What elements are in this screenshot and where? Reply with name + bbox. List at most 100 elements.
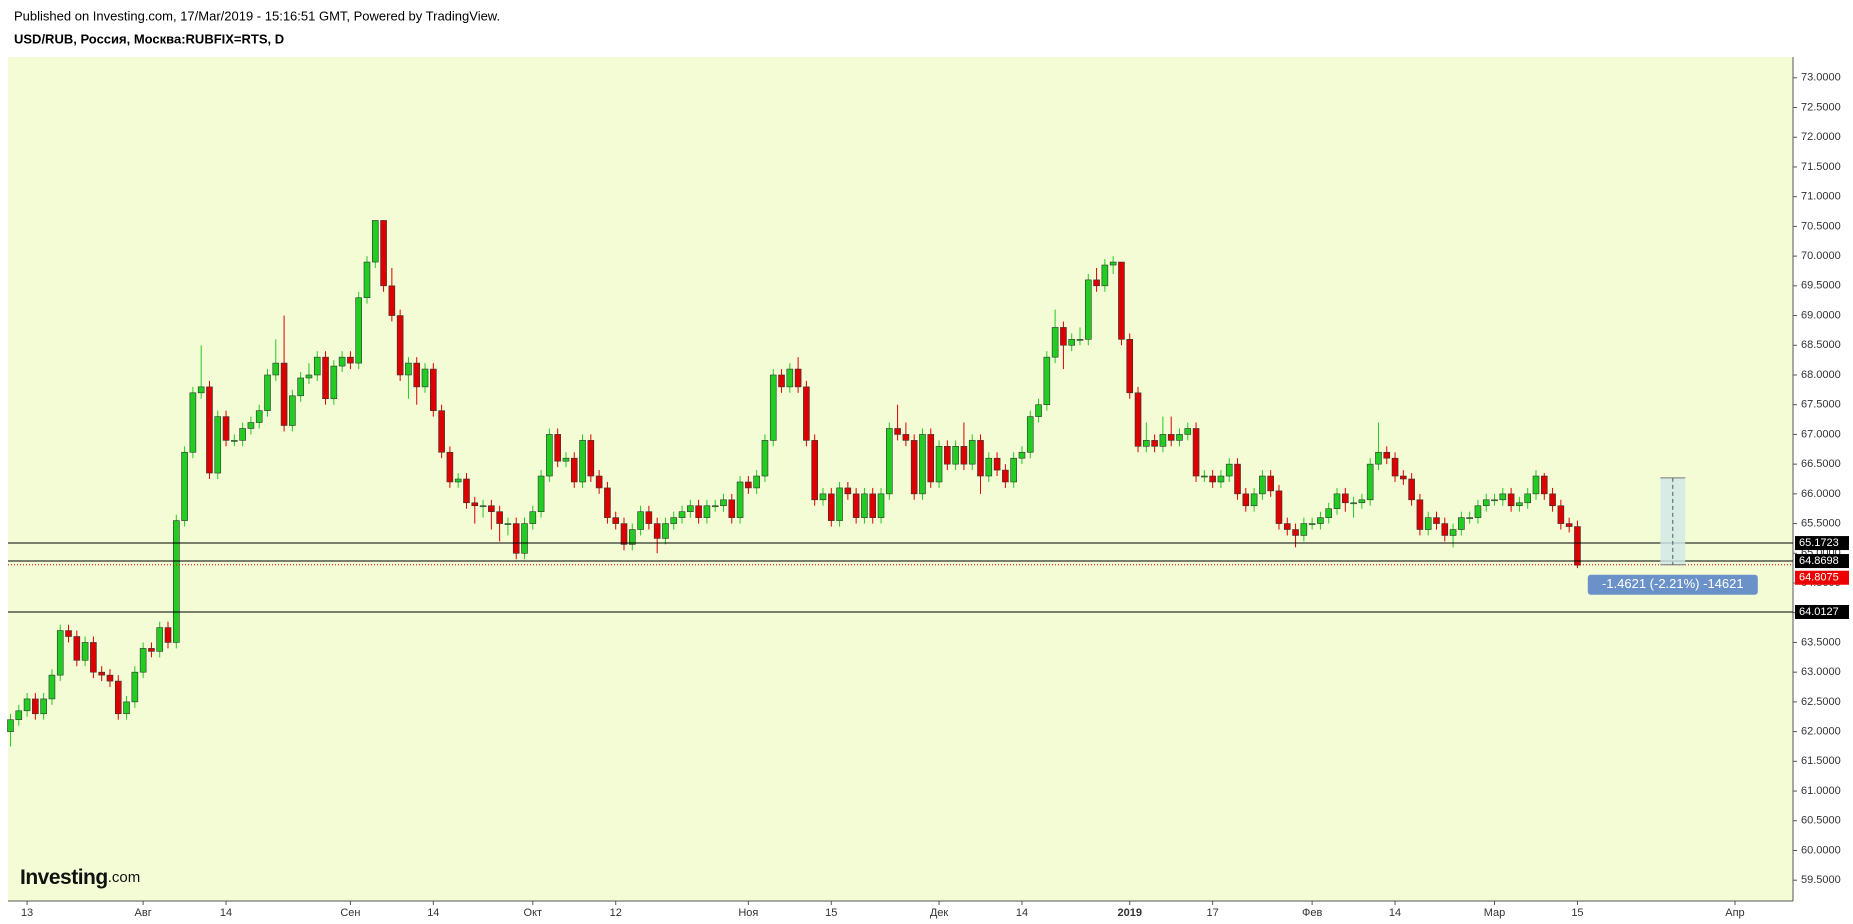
y-tick-label: 60.0000 — [1801, 844, 1841, 856]
candle-body — [977, 440, 984, 477]
candle-body — [1151, 440, 1158, 447]
candle-body — [413, 362, 421, 388]
x-tick-label: Сен — [340, 907, 360, 919]
candle-body — [1482, 499, 1490, 507]
y-tick-label: 60.5000 — [1801, 815, 1841, 827]
candle-body — [239, 428, 246, 441]
candle-body — [1466, 517, 1473, 519]
candle-body — [944, 446, 951, 465]
candle-body — [778, 374, 785, 388]
candle-body — [1383, 451, 1391, 459]
candle-body — [1300, 523, 1308, 536]
candle-body — [579, 440, 586, 483]
logo-main: Investing — [20, 866, 108, 889]
candle-body — [322, 356, 329, 400]
candle-body — [819, 493, 827, 501]
candle-body — [289, 395, 296, 426]
candle-body — [56, 630, 64, 676]
price-tag — [1795, 554, 1849, 569]
candle-body — [935, 446, 943, 483]
candle-body — [1416, 499, 1424, 530]
candle-body — [794, 368, 802, 388]
price-tag-label: 64.0127 — [1799, 606, 1839, 618]
y-tick-label: 70.5000 — [1801, 220, 1841, 232]
candle-body — [637, 511, 644, 530]
x-tick-label: 13 — [21, 907, 33, 919]
candle-body — [1283, 523, 1291, 530]
plot-area — [8, 57, 1793, 901]
candle-body — [1068, 339, 1076, 346]
candle-body — [761, 440, 769, 477]
candle-body — [1002, 469, 1009, 483]
candle-body — [148, 648, 155, 652]
candle-body — [720, 499, 727, 507]
candle-body — [1375, 451, 1382, 465]
candle-body — [454, 478, 462, 483]
y-tick-label: 69.5000 — [1801, 280, 1841, 292]
candle-body — [164, 627, 172, 643]
price-tag-label: 64.8698 — [1799, 555, 1839, 567]
candle-body — [670, 517, 678, 524]
y-tick-label: 61.5000 — [1801, 755, 1841, 767]
y-tick-label: 71.5000 — [1801, 161, 1841, 173]
candle-body — [1565, 523, 1573, 527]
candle-body — [512, 523, 520, 554]
y-tick-label: 67.5000 — [1801, 399, 1841, 411]
candle-body — [628, 529, 636, 545]
candle-body — [1308, 523, 1316, 525]
candle-body — [430, 368, 437, 411]
candle-body — [297, 377, 304, 397]
x-tick-label: 15 — [1571, 907, 1583, 919]
logo-suffix: .com — [108, 869, 141, 886]
candle-body — [1325, 508, 1333, 518]
last-price-tag — [1795, 570, 1849, 585]
candle-body — [836, 487, 843, 521]
candle-body — [504, 523, 512, 525]
candle-body — [786, 368, 794, 388]
y-tick-label: 72.0000 — [1801, 131, 1841, 143]
candle-body — [313, 356, 321, 376]
candle-body — [330, 365, 338, 400]
candle-body — [479, 505, 487, 508]
candle-body — [247, 422, 255, 429]
y-tick-label: 68.5000 — [1801, 339, 1841, 351]
candle-body — [595, 475, 603, 489]
x-tick-label: Окт — [524, 907, 543, 919]
candle-body — [711, 505, 719, 508]
candle-body — [355, 297, 362, 364]
candle-body — [363, 261, 371, 299]
candle-body — [612, 517, 620, 524]
candle-body — [1317, 517, 1324, 524]
candle-body — [197, 386, 205, 394]
candle-body — [255, 410, 263, 423]
candle-body — [546, 434, 553, 477]
candle-body — [1018, 451, 1026, 459]
y-tick-label: 59.5000 — [1801, 874, 1841, 886]
x-tick-label: Дек — [930, 907, 949, 919]
y-tick-label: 61.0000 — [1801, 785, 1841, 797]
candle-body — [1350, 502, 1357, 505]
y-tick-label: 62.5000 — [1801, 696, 1841, 708]
price-tag — [1795, 536, 1849, 551]
candle-body — [927, 434, 935, 483]
candle-body — [562, 457, 570, 462]
candle-body — [189, 392, 197, 453]
candle-body — [537, 475, 545, 512]
candle-body — [1574, 526, 1581, 566]
x-tick-label: Авг — [135, 907, 152, 919]
x-tick-label: 2019 — [1117, 907, 1141, 919]
candle-body — [106, 674, 114, 682]
x-tick-label: 14 — [220, 907, 232, 919]
y-tick-label: 63.5000 — [1801, 636, 1841, 648]
candle-body — [1499, 493, 1507, 501]
candle-body — [1557, 505, 1565, 524]
y-tick-label: 62.0000 — [1801, 726, 1841, 738]
candle-body — [73, 636, 81, 661]
candle-body — [894, 428, 901, 435]
measure-label: -1.4621 (-2.21%) -14621 — [1602, 576, 1744, 591]
candle-body — [678, 511, 686, 518]
candle-body — [114, 680, 122, 715]
candle-body — [1458, 517, 1465, 530]
candle-body — [90, 642, 97, 673]
